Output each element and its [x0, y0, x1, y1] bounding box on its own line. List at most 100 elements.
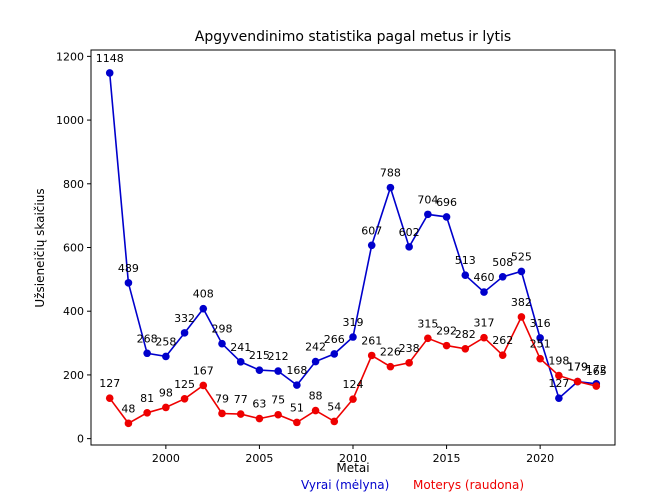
data-point	[517, 267, 526, 276]
data-label: 127	[99, 377, 120, 390]
data-label: 316	[530, 317, 551, 330]
y-tick-label: 600	[63, 242, 84, 255]
data-label: 167	[193, 364, 214, 377]
data-label: 696	[436, 196, 457, 209]
y-tick-label: 1000	[56, 114, 84, 127]
data-point	[143, 409, 151, 417]
series-line	[108, 72, 597, 400]
data-label: 298	[212, 323, 233, 336]
data-point	[536, 354, 544, 363]
data-label: 489	[118, 262, 139, 275]
data-label: 75	[271, 394, 285, 407]
data-point	[311, 406, 320, 415]
data-label: 81	[140, 392, 154, 405]
data-label: 460	[474, 271, 495, 284]
data-label: 292	[436, 325, 457, 338]
data-point	[555, 371, 563, 380]
x-tick-label: 2000	[152, 452, 180, 465]
data-point	[573, 377, 582, 386]
y-tick-label: 0	[77, 433, 84, 446]
data-label: 525	[511, 250, 532, 263]
data-point	[424, 210, 432, 219]
data-label: 408	[193, 288, 214, 301]
data-label: 215	[249, 349, 270, 362]
data-point	[517, 313, 526, 321]
data-label: 179	[567, 361, 588, 374]
data-point	[293, 418, 301, 427]
legend: Vyrai (mėlyna) Moterys (raudona)	[0, 478, 654, 498]
data-label: 165	[586, 365, 607, 378]
chart-title: Apgyvendinimo statistika pagal metus ir …	[195, 29, 511, 45]
data-point	[293, 381, 301, 389]
data-point	[236, 358, 245, 366]
data-label: 319	[343, 316, 364, 329]
x-tick-label: 2015	[433, 452, 461, 465]
data-point	[424, 334, 432, 343]
data-label: 513	[455, 254, 476, 267]
data-label: 48	[121, 402, 135, 415]
data-point	[405, 243, 413, 251]
data-point	[330, 417, 339, 426]
data-label: 51	[290, 401, 304, 414]
legend-entry-blue: Vyrai (mėlyna)	[301, 478, 390, 492]
x-axis: 2000 2005 2010 2015 2020	[152, 445, 554, 465]
data-label: 262	[492, 334, 513, 347]
y-tick-label: 800	[63, 178, 84, 191]
data-label: 251	[530, 338, 551, 351]
data-point	[124, 419, 133, 428]
data-point	[162, 403, 170, 412]
data-label: 88	[309, 390, 323, 403]
data-label: 508	[492, 256, 513, 269]
data-point	[442, 213, 451, 221]
x-axis-label: Metai	[336, 461, 369, 475]
y-axis: 0 200 400 600 800 1000 1200	[56, 50, 91, 446]
data-label: 315	[417, 317, 438, 330]
data-point	[386, 362, 395, 371]
data-point	[349, 395, 357, 403]
data-label: 241	[230, 341, 251, 354]
data-label: 317	[474, 317, 495, 330]
data-point	[349, 333, 357, 341]
data-point	[105, 394, 114, 402]
data-label: 268	[137, 332, 158, 345]
data-point	[498, 273, 507, 281]
data-point	[405, 359, 413, 367]
data-point	[105, 69, 114, 77]
y-tick-label: 400	[63, 305, 84, 318]
legend-entry-red: Moterys (raudona)	[413, 478, 525, 492]
data-label: 168	[286, 364, 307, 377]
data-label: 266	[324, 333, 345, 346]
data-label: 179	[567, 361, 588, 374]
data-point	[461, 271, 470, 280]
data-point	[180, 329, 189, 337]
data-label: 77	[234, 393, 248, 406]
data-point	[143, 349, 151, 358]
data-label: 125	[174, 378, 195, 391]
data-point	[480, 288, 488, 296]
data-label: 282	[455, 328, 476, 341]
data-point	[555, 394, 563, 402]
data-label: 261	[361, 334, 382, 347]
data-point	[199, 304, 208, 313]
data-point	[124, 279, 133, 287]
data-point	[461, 344, 470, 353]
x-tick-label: 2010	[339, 452, 367, 465]
data-label: 124	[343, 378, 364, 391]
data-label: 382	[511, 296, 532, 309]
data-label: 63	[252, 398, 266, 411]
data-point	[255, 414, 264, 423]
y-tick-label: 1200	[56, 50, 84, 63]
y-axis-label: Užsieneičių skaičius	[33, 188, 47, 307]
data-label: 198	[548, 355, 569, 368]
data-point	[218, 409, 226, 418]
data-label: 127	[548, 377, 569, 390]
data-label: 98	[159, 386, 173, 399]
data-point	[311, 357, 320, 366]
x-tick-label: 2020	[526, 452, 554, 465]
data-point	[236, 410, 245, 418]
data-label: 258	[155, 335, 176, 348]
data-point	[218, 339, 226, 348]
